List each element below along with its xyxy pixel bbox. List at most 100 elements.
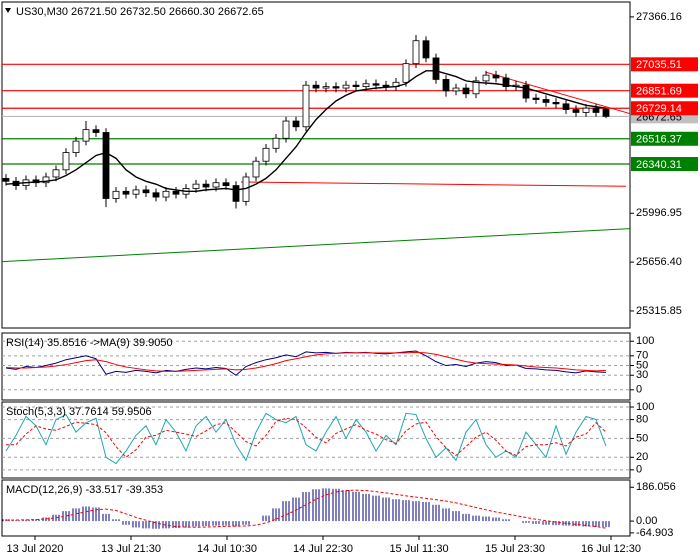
x-tick-label: 14 Jul 22:30 <box>293 543 353 555</box>
x-tick-label: 14 Jul 10:30 <box>197 543 257 555</box>
level-label: 26516.37 <box>636 134 682 146</box>
candle-body <box>352 84 360 88</box>
y-tick-label: 50 <box>636 432 648 444</box>
y-tick-label: 27366.16 <box>636 11 682 23</box>
candle-body <box>442 79 450 92</box>
candle-body <box>142 189 150 194</box>
level-label: 26729.14 <box>636 103 682 115</box>
candle-body <box>42 176 50 184</box>
level-label: 26851.69 <box>636 86 682 98</box>
series-line <box>5 489 607 529</box>
y-tick-label: 0.00 <box>636 515 657 527</box>
candle-body <box>552 101 560 105</box>
candle-body <box>312 84 320 89</box>
level-label-box <box>631 131 698 146</box>
level-label: 27035.51 <box>636 59 682 71</box>
candle-body <box>362 83 370 88</box>
candle-body <box>302 84 310 128</box>
candle-body <box>322 86 330 89</box>
panel <box>1 401 631 479</box>
candle-body <box>232 185 240 202</box>
candle-body <box>532 97 540 100</box>
candle-body <box>292 120 300 128</box>
candle-body <box>272 137 280 149</box>
y-tick-label: 20 <box>636 451 648 463</box>
candle-body <box>52 169 60 178</box>
candle-body <box>542 99 550 103</box>
candle-body <box>132 189 140 195</box>
series-line <box>5 351 607 372</box>
candle-body <box>502 77 510 88</box>
level-label: 26340.31 <box>636 159 682 171</box>
trendline <box>2 228 630 263</box>
candle-body <box>112 190 120 199</box>
series-line <box>6 417 607 458</box>
y-tick-label: 80 <box>636 413 648 425</box>
x-tick-label: 13 Jul 2020 <box>7 543 64 555</box>
x-tick-label: 15 Jul 11:30 <box>389 543 448 555</box>
candle-body <box>492 74 500 79</box>
candle-body <box>602 108 610 117</box>
candle-body <box>422 40 430 59</box>
candle-body <box>342 84 350 89</box>
symbol-icon <box>5 8 11 13</box>
level-label-box <box>631 57 698 72</box>
candle-body <box>222 182 230 186</box>
y-tick-label: 0 <box>636 464 642 476</box>
y-tick-label: 186.056 <box>636 481 676 493</box>
candle-body <box>472 80 480 95</box>
x-tick-label: 15 Jul 23:30 <box>485 543 545 555</box>
candle-body <box>72 140 80 153</box>
candle-body <box>162 190 170 198</box>
candle-body <box>92 129 100 133</box>
candle-body <box>462 87 470 95</box>
trendline <box>240 181 627 187</box>
candle-body <box>212 182 220 188</box>
candle-body <box>122 190 130 195</box>
level-label-box <box>631 83 698 98</box>
y-tick-label: -64.903 <box>636 527 673 539</box>
candle-body <box>102 132 110 199</box>
x-tick-label: 16 Jul 12:30 <box>581 543 641 555</box>
candle-body <box>402 63 410 83</box>
candle-body <box>572 109 580 113</box>
panel-title: US30,M30 26721.50 26732.50 26660.30 2667… <box>16 6 264 18</box>
candle-body <box>252 160 260 178</box>
candle-body <box>432 57 440 80</box>
candle-body <box>202 183 210 188</box>
candle-body <box>262 147 270 162</box>
candle-body <box>382 84 390 88</box>
y-tick-label: 70 <box>636 350 648 362</box>
panel <box>1 332 631 401</box>
candle-body <box>82 129 90 142</box>
candle-body <box>562 103 570 110</box>
candle-body <box>282 120 290 139</box>
candle-body <box>582 107 590 113</box>
y-tick-label: 50 <box>636 359 648 371</box>
trendline <box>485 71 630 115</box>
x-tick-label: 13 Jul 21:30 <box>101 543 161 555</box>
candle-body <box>62 152 70 171</box>
candle-body <box>152 192 160 198</box>
y-tick-label: 100 <box>636 335 654 347</box>
y-tick-label: 30 <box>636 369 648 381</box>
candle-body <box>522 84 530 99</box>
panel-title: RSI(14) 35.8516 ->MA(9) 39.9050 <box>6 337 173 349</box>
y-tick-label: 25996.95 <box>636 207 682 219</box>
series-line <box>5 350 607 376</box>
y-tick-label: 100 <box>636 401 654 413</box>
moving-average <box>5 70 607 193</box>
candle-body <box>592 107 600 113</box>
panel <box>1 1 631 329</box>
candle-body <box>412 40 420 65</box>
panel-title: Stoch(5,3,3) 37.7614 59.9506 <box>6 406 152 418</box>
candle-body <box>332 86 340 89</box>
candle-body <box>192 183 200 189</box>
y-tick-label: 25315.85 <box>636 305 682 317</box>
candle-body <box>172 190 180 195</box>
level-label-box <box>631 101 698 116</box>
candle-body <box>372 83 380 86</box>
candle-body <box>2 178 10 182</box>
y-tick-label: 0 <box>636 384 642 396</box>
